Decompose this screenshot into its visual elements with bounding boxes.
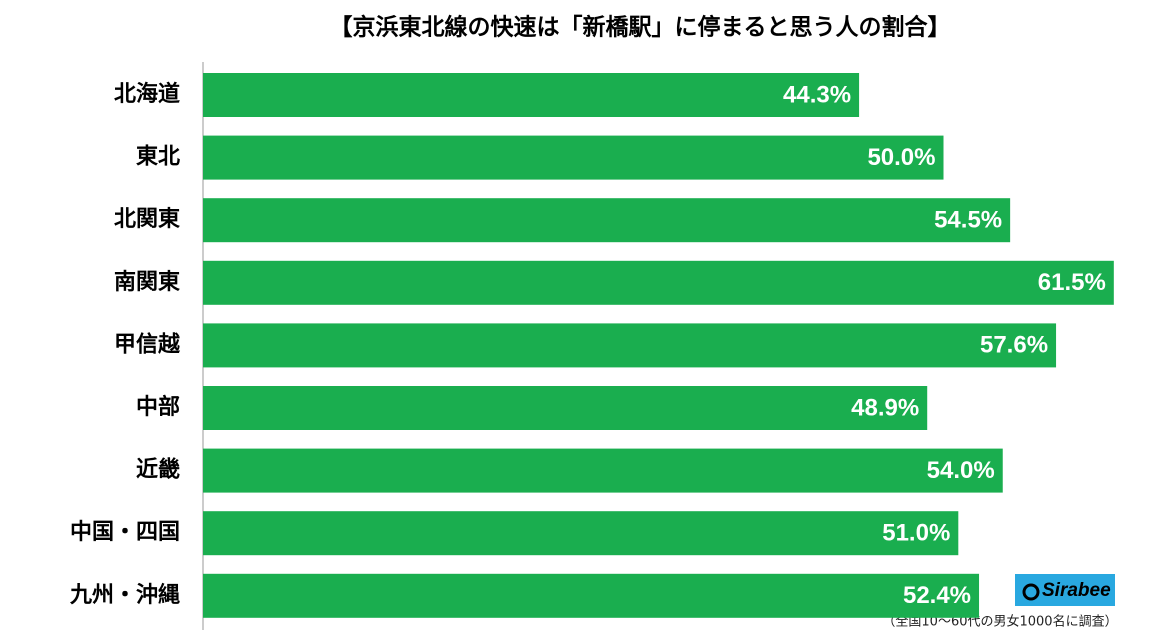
category-label: 九州・沖縄 xyxy=(69,583,180,608)
value-label: 54.5% xyxy=(934,207,1002,234)
category-label: 近畿 xyxy=(136,457,180,483)
value-label: 52.4% xyxy=(903,582,971,609)
value-label: 54.0% xyxy=(927,457,995,484)
logo-box xyxy=(1015,574,1115,606)
category-label: 南関東 xyxy=(114,270,180,295)
bar xyxy=(203,573,980,618)
category-label: 中部 xyxy=(136,394,180,420)
bar xyxy=(203,260,1114,305)
logo-icon xyxy=(1022,583,1040,601)
category-label: 北関東 xyxy=(114,207,180,232)
value-label: 51.0% xyxy=(882,520,950,547)
value-label: 61.5% xyxy=(1038,269,1106,296)
category-label: 中国・四国 xyxy=(70,520,180,545)
bar xyxy=(203,73,860,117)
value-label: 44.3% xyxy=(783,81,851,108)
bar xyxy=(203,511,959,556)
chart-title: 【京浜東北線の快速は「新橋駅」に停まると思う人の割合】 xyxy=(330,14,951,41)
bar xyxy=(203,386,928,430)
bar xyxy=(203,135,944,180)
value-label: 50.0% xyxy=(867,144,935,171)
category-label: 北海道 xyxy=(114,81,180,107)
category-label: 甲信越 xyxy=(114,331,181,357)
bar xyxy=(203,448,1003,493)
logo-text: Sirabee xyxy=(1042,580,1111,601)
category-label: 東北 xyxy=(136,145,180,170)
bar xyxy=(203,323,1057,368)
value-label: 57.6% xyxy=(980,332,1048,359)
bar xyxy=(203,198,1011,243)
value-label: 48.9% xyxy=(851,394,919,421)
